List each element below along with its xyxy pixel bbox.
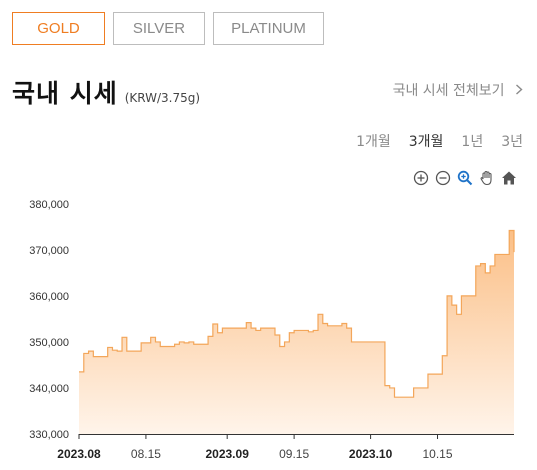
y-tick-label: 350,000 bbox=[29, 337, 69, 349]
tab-silver[interactable]: SILVER bbox=[113, 12, 205, 45]
tab-platinum[interactable]: PLATINUM bbox=[213, 12, 324, 45]
view-all-link[interactable]: 국내 시세 전체보기 bbox=[393, 80, 523, 100]
y-tick-label: 360,000 bbox=[29, 291, 69, 303]
y-tick-label: 330,000 bbox=[29, 429, 69, 441]
x-tick-label: 10.15 bbox=[423, 447, 453, 461]
x-tick-label: 08.15 bbox=[131, 447, 161, 461]
x-tick-label: 2023.10 bbox=[349, 447, 393, 461]
view-all-label: 국내 시세 전체보기 bbox=[392, 83, 505, 99]
y-tick-label: 370,000 bbox=[29, 245, 69, 257]
home-icon[interactable] bbox=[501, 170, 517, 186]
page-title: 국내 시세 bbox=[12, 79, 118, 108]
x-tick-label: 09.15 bbox=[279, 447, 309, 461]
period-3m[interactable]: 3개월 bbox=[408, 134, 444, 150]
price-line bbox=[79, 229, 515, 398]
y-tick-label: 380,000 bbox=[29, 199, 69, 211]
y-tick-label: 340,000 bbox=[29, 383, 69, 395]
unit-label: (KRW/3.75g) bbox=[124, 91, 201, 105]
period-selector: 1개월 3개월 1년 3년 bbox=[338, 131, 523, 151]
price-area bbox=[79, 230, 514, 434]
tab-gold[interactable]: GOLD bbox=[12, 12, 105, 45]
x-axis: 2023.08 08.15 2023.09 09.15 2023.10 10.15 bbox=[57, 434, 453, 461]
metal-tabs: GOLD SILVER PLATINUM bbox=[12, 12, 332, 45]
zoom-in-icon[interactable] bbox=[413, 170, 429, 186]
chevron-right-icon bbox=[515, 83, 523, 99]
x-tick-label: 2023.09 bbox=[205, 447, 249, 461]
chart-toolbar bbox=[407, 170, 517, 186]
period-1y[interactable]: 1년 bbox=[461, 134, 484, 150]
period-1m[interactable]: 1개월 bbox=[356, 134, 391, 150]
magnify-icon[interactable] bbox=[457, 170, 473, 186]
title-row: 국내 시세 (KRW/3.75g) bbox=[12, 74, 200, 110]
zoom-out-icon[interactable] bbox=[435, 170, 451, 186]
price-chart: 330,000 340,000 350,000 360,000 370,000 380,0… bbox=[29, 199, 515, 461]
pan-hand-icon[interactable] bbox=[479, 170, 495, 186]
x-tick-label: 2023.08 bbox=[57, 447, 101, 461]
y-axis: 330,000 340,000 350,000 360,000 370,000 380,0… bbox=[29, 199, 69, 441]
period-3y[interactable]: 3년 bbox=[501, 134, 523, 150]
